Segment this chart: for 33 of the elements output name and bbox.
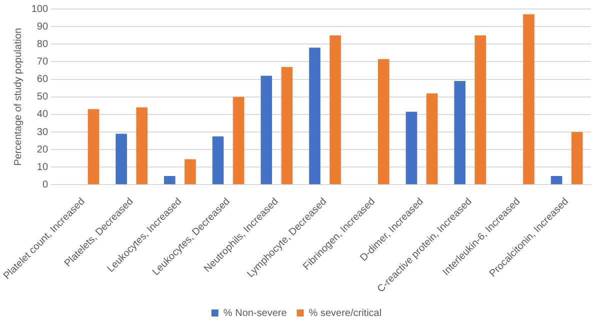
y-tick-label: 50 [36, 92, 48, 103]
y-tick-label: 80 [36, 38, 48, 50]
bar [136, 107, 148, 184]
bar [281, 66, 293, 184]
y-tick-label: 90 [36, 21, 48, 32]
bar [474, 35, 486, 184]
y-tick-label: 20 [36, 144, 48, 156]
y-tick-label: 40 [36, 109, 48, 120]
y-axis-title: Percentage of study population [13, 28, 24, 166]
bar [184, 159, 196, 184]
bar [454, 81, 466, 184]
legend-label: % Non-severe [223, 308, 288, 319]
bar [330, 35, 341, 184]
y-tick-label: 30 [36, 126, 48, 138]
bar [232, 96, 244, 184]
bar [378, 59, 390, 184]
bar [426, 93, 438, 184]
y-tick-label: 0 [42, 179, 48, 190]
legend-label: % severe/critical [308, 308, 382, 319]
bar [406, 112, 418, 184]
y-tick-label: 100 [31, 4, 48, 15]
bar [116, 134, 127, 184]
y-tick-label: 60 [36, 74, 48, 86]
bar [309, 48, 320, 184]
bar [571, 132, 583, 184]
bar [550, 176, 562, 184]
y-tick-label: 70 [36, 56, 48, 68]
y-tick-label: 10 [36, 162, 48, 173]
bar [88, 109, 100, 184]
bar [523, 14, 534, 184]
bar [260, 76, 272, 184]
bar [164, 176, 176, 184]
bar [212, 136, 224, 184]
